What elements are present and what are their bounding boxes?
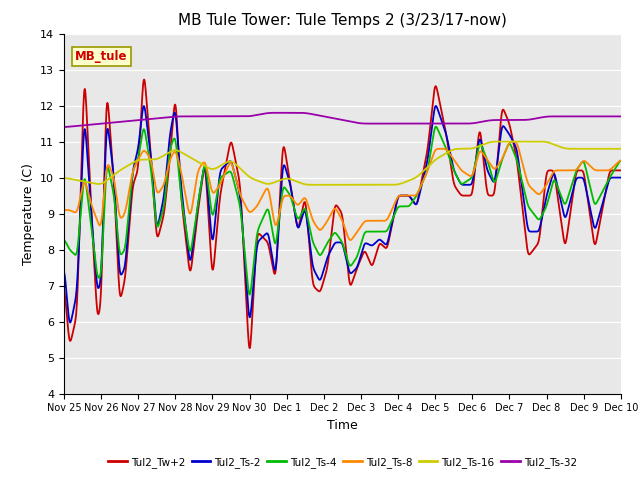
Title: MB Tule Tower: Tule Temps 2 (3/23/17-now): MB Tule Tower: Tule Temps 2 (3/23/17-now… bbox=[178, 13, 507, 28]
X-axis label: Time: Time bbox=[327, 419, 358, 432]
Legend: Tul2_Tw+2, Tul2_Ts-2, Tul2_Ts-4, Tul2_Ts-8, Tul2_Ts-16, Tul2_Ts-32: Tul2_Tw+2, Tul2_Ts-2, Tul2_Ts-4, Tul2_Ts… bbox=[104, 453, 581, 472]
Y-axis label: Temperature (C): Temperature (C) bbox=[22, 163, 35, 264]
Text: MB_tule: MB_tule bbox=[75, 50, 127, 63]
